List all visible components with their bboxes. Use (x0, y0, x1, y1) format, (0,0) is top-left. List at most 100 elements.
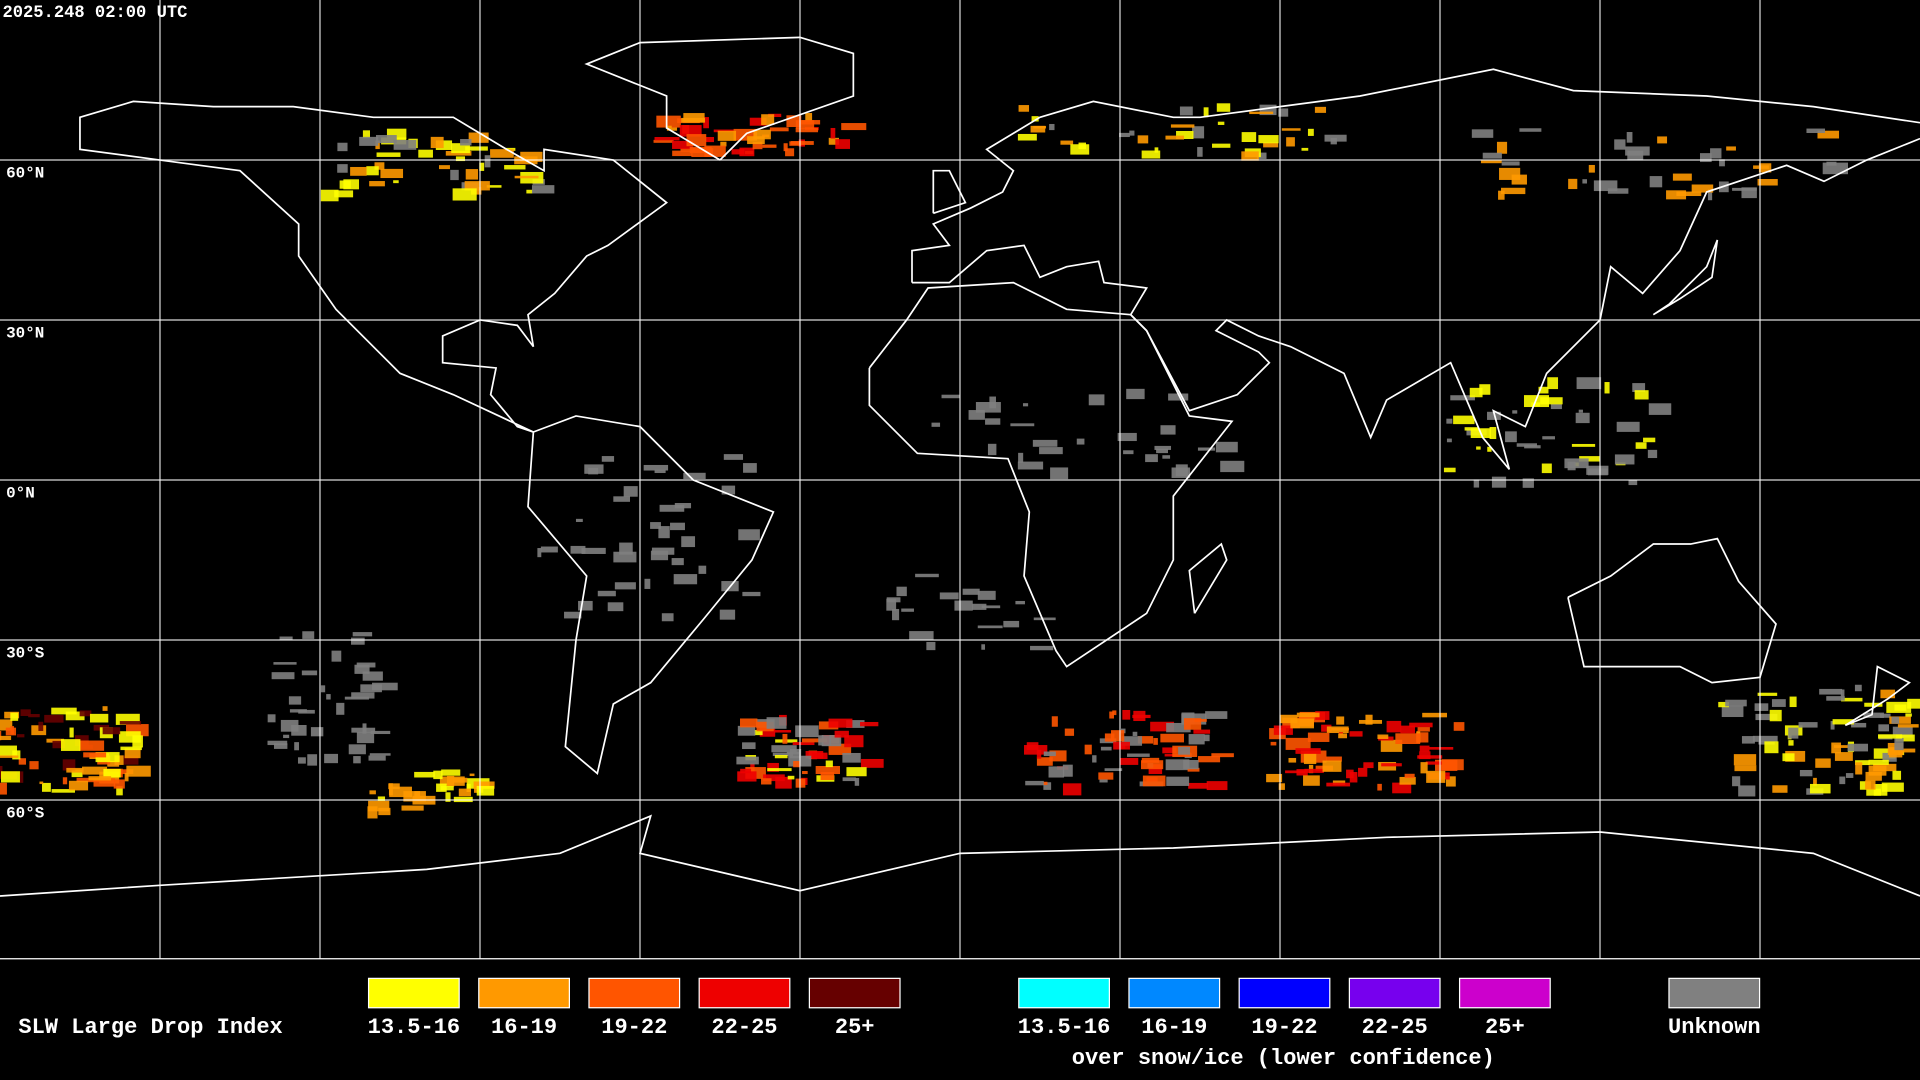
cloud-cell (761, 114, 775, 125)
cloud-cell (1150, 721, 1175, 732)
cloud-cell (362, 671, 383, 681)
cloud-cell (71, 769, 83, 778)
cloud-cell (1626, 132, 1633, 143)
cloud-cell (1538, 386, 1549, 394)
cloud-cell (1635, 442, 1647, 449)
cloud-cell (465, 169, 479, 180)
cloud-cell (1718, 701, 1729, 708)
cloud-cell (1018, 105, 1030, 112)
cloud-cell (886, 597, 901, 603)
cloud-cell (1168, 393, 1189, 401)
cloud-cell (0, 755, 19, 758)
cloud-cell (1160, 733, 1185, 743)
cloud-cell (1419, 745, 1430, 752)
cloud-cell (1757, 179, 1778, 186)
legend-swatch (1128, 977, 1221, 1009)
cloud-cell (1571, 443, 1596, 447)
cloud-cell (1119, 757, 1139, 765)
cloud-cell (1112, 710, 1117, 716)
cloud-cell (1541, 463, 1552, 474)
cloud-cell (1840, 689, 1845, 698)
cloud-cell (749, 117, 767, 126)
cloud-cell (1187, 767, 1200, 772)
cloud-cell (815, 765, 841, 775)
cloud-cell (354, 664, 370, 674)
cloud-cell (1799, 769, 1813, 777)
cloud-cell (1522, 478, 1534, 488)
cloud-cell (575, 518, 583, 522)
cloud-cell (360, 684, 382, 693)
cloud-cell (435, 140, 453, 150)
cloud-cell (1634, 390, 1649, 400)
cloud-cell (95, 752, 120, 763)
cloud-cell (79, 710, 92, 717)
cloud-cell (1841, 697, 1863, 702)
cloud-cell (468, 132, 489, 143)
cloud-cell (531, 185, 555, 194)
cloud-cell (1895, 734, 1915, 742)
legend-label: 22-25 (1362, 1015, 1428, 1040)
legend-label: 16-19 (1141, 1015, 1207, 1040)
cloud-cell (689, 146, 712, 154)
cloud-cell (1178, 746, 1191, 755)
cloud-cell (1307, 128, 1314, 136)
cloud-cell (1487, 446, 1492, 452)
cloud-cell (1324, 134, 1347, 142)
cloud-cell (1757, 692, 1778, 696)
cloud-cell (401, 805, 424, 811)
cloud-cell (1666, 190, 1687, 200)
cloud-cell (1771, 699, 1786, 707)
cloud-cell (665, 125, 672, 129)
cloud-cell (1278, 108, 1289, 117)
cloud-cell (705, 136, 715, 143)
cloud-cell (841, 123, 867, 131)
cloud-cell (1326, 726, 1349, 734)
cloud-cell (844, 735, 864, 748)
cloud-cell (1564, 458, 1589, 469)
cloud-cell (504, 165, 526, 170)
cloud-cell (1880, 713, 1891, 718)
cloud-cell (1491, 476, 1507, 488)
cloud-cell (1471, 129, 1494, 138)
cloud-cell (1321, 724, 1332, 732)
cloud-cell (118, 731, 141, 743)
cloud-cell (650, 522, 661, 529)
cloud-cell (1593, 180, 1618, 192)
cloud-cell (438, 165, 450, 170)
cloud-cell (1132, 731, 1138, 737)
cloud-cell (351, 692, 375, 699)
cloud-cell (460, 139, 472, 146)
cloud-cell (1022, 403, 1029, 407)
cloud-cell (666, 127, 678, 131)
cloud-cell (1092, 755, 1097, 763)
cloud-cell (1453, 415, 1475, 425)
cloud-cell (114, 769, 134, 775)
cloud-cell (1422, 712, 1448, 718)
cloud-cell (83, 752, 107, 758)
cloud-cell (1126, 388, 1145, 400)
cloud-cell (977, 625, 1003, 629)
cloud-cell (698, 565, 707, 574)
cloud-cell (280, 719, 299, 732)
cloud-cell (939, 592, 959, 600)
cloud-cell (588, 467, 599, 475)
cloud-cell (1648, 403, 1672, 415)
cloud-cell (1377, 783, 1382, 791)
cloud-cell (44, 714, 64, 723)
cloud-cell (540, 546, 558, 553)
cloud-cell (1542, 436, 1555, 440)
cloud-cell (1338, 733, 1348, 739)
cloud-cell (1511, 174, 1527, 185)
cloud-cell (1839, 776, 1846, 785)
cloud-cell (386, 128, 407, 140)
cloud-cell (446, 775, 455, 787)
cloud-cell (1070, 144, 1090, 155)
cloud-cell (1785, 750, 1806, 762)
cloud-cell (18, 758, 27, 765)
cloud-cell (1489, 427, 1497, 440)
cloud-cell (0, 745, 17, 756)
cloud-cell (1290, 718, 1314, 729)
cloud-cell (962, 588, 980, 595)
cloud-cell (1030, 645, 1054, 651)
cloud-cell (124, 748, 141, 759)
